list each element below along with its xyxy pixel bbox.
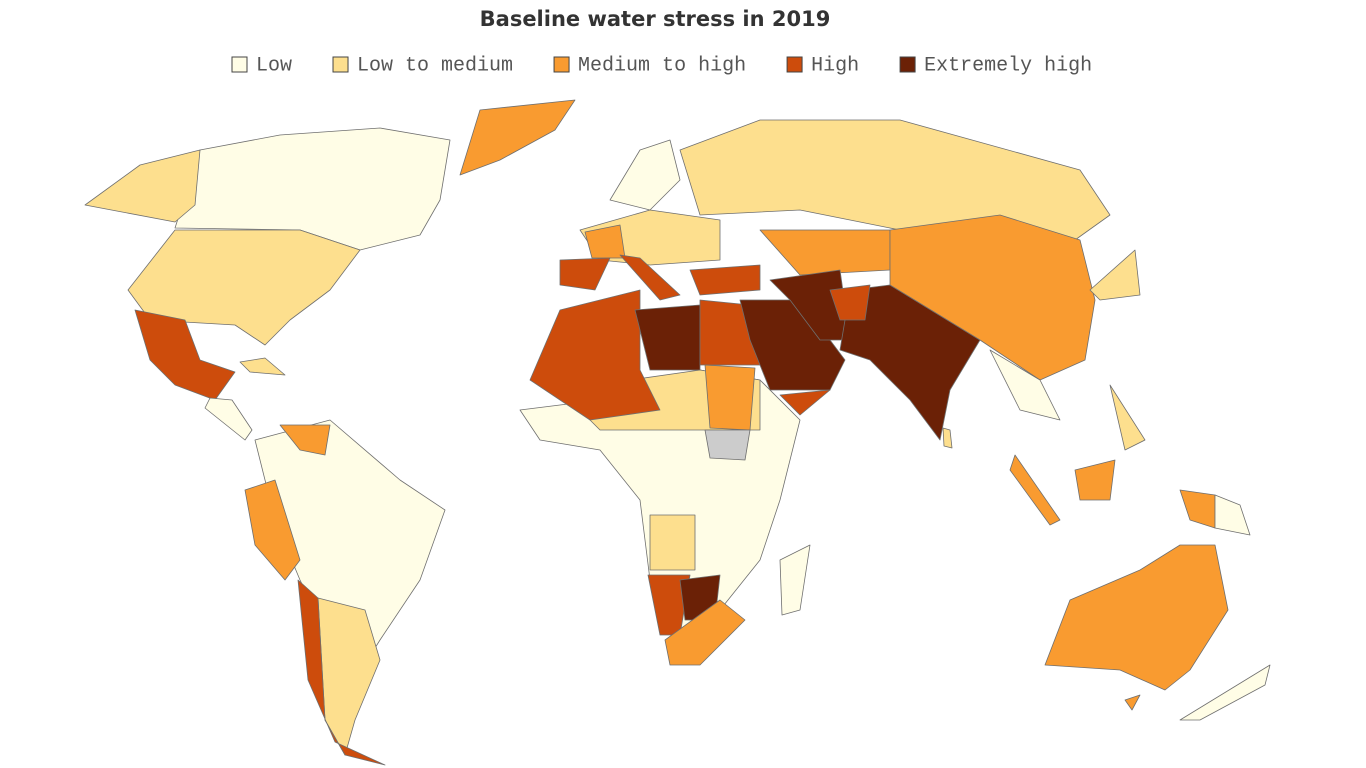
angola <box>649 514 696 571</box>
png <box>1214 494 1251 536</box>
papua <box>1179 489 1216 529</box>
borneo <box>1074 459 1116 501</box>
central-america <box>204 397 253 441</box>
turkey <box>689 264 761 296</box>
south-africa <box>664 599 746 666</box>
scandinavia <box>609 139 681 211</box>
tasmania <box>1124 694 1141 711</box>
legend-swatch <box>231 56 248 73</box>
regions <box>84 99 1271 766</box>
iran <box>769 269 851 341</box>
russia <box>679 119 1111 241</box>
greenland <box>459 99 576 176</box>
north-africa <box>529 289 661 421</box>
philippines <box>1109 384 1146 451</box>
legend-label: Extremely high <box>924 54 1092 77</box>
sri-lanka <box>942 427 953 449</box>
libya <box>634 304 701 371</box>
legend-swatch <box>553 56 570 73</box>
sumatra <box>1009 454 1061 526</box>
central-asia <box>759 229 891 276</box>
madagascar <box>779 544 811 616</box>
legend: Low Low to medium Medium to high High Extrem… <box>231 54 1092 77</box>
legend-label: Medium to high <box>578 54 746 77</box>
legend-label: High <box>811 54 859 77</box>
japan <box>1089 249 1141 301</box>
south-sudan <box>704 429 751 461</box>
mexico <box>134 309 236 401</box>
chile <box>297 579 386 766</box>
legend-label: Low <box>256 54 292 77</box>
new-zealand <box>1179 664 1271 721</box>
sudan <box>704 364 756 431</box>
legend-swatch <box>899 56 916 73</box>
spain <box>559 257 611 291</box>
legend-swatch <box>332 56 349 73</box>
southeast-asia <box>989 349 1061 421</box>
map-title: Baseline water stress in 2019 <box>480 7 831 31</box>
usa <box>127 229 361 346</box>
venezuela <box>279 424 331 456</box>
cuba <box>239 357 286 376</box>
legend-label: Low to medium <box>357 54 513 77</box>
afghanistan <box>829 284 871 321</box>
legend-swatch <box>786 56 803 73</box>
yemen <box>779 389 831 416</box>
italy <box>619 254 681 301</box>
peru <box>244 479 301 581</box>
australia <box>1044 544 1229 691</box>
china <box>889 214 1096 381</box>
alaska <box>84 149 201 223</box>
